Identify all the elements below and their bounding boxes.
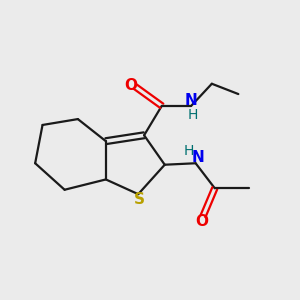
Text: H: H [184, 144, 194, 158]
Text: N: N [185, 93, 198, 108]
Text: O: O [124, 78, 137, 93]
Text: H: H [188, 108, 198, 122]
Text: S: S [134, 192, 145, 207]
Text: O: O [195, 214, 208, 229]
Text: N: N [192, 150, 204, 165]
